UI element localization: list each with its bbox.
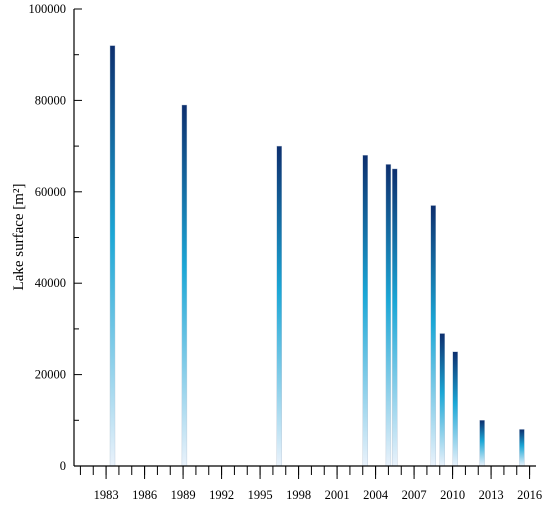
axes-group: 0 20000 40000 60000 80000 100000 1983 1986 1989 1…	[29, 2, 543, 502]
y-axis-title: Lake surface [m²]	[11, 184, 27, 291]
x-tick-label-4: 1995	[248, 488, 273, 502]
y-tick-label-5: 100000	[29, 2, 67, 16]
x-tick-label-9: 2010	[440, 488, 465, 502]
x-tick-label-2: 1989	[171, 488, 196, 502]
bar-10	[519, 429, 525, 467]
x-tick-label-3: 1992	[209, 488, 234, 502]
bar-1	[181, 104, 188, 467]
x-tick-label-0: 1983	[94, 488, 119, 502]
x-tick-label-7: 2004	[363, 488, 389, 502]
x-tick-label-1: 1986	[132, 488, 157, 502]
x-tick-label-11: 2016	[517, 488, 542, 502]
y-tick-label-3: 60000	[35, 185, 66, 199]
x-tick-label-6: 2001	[325, 488, 350, 502]
y-tick-label-4: 80000	[35, 93, 66, 107]
y-tick-label-0: 0	[60, 459, 66, 473]
bar-5	[392, 168, 398, 467]
bar-4	[385, 164, 392, 467]
y-tick-label-1: 20000	[35, 368, 66, 382]
bar-7	[439, 333, 445, 467]
bar-9	[479, 420, 485, 467]
y-tick-label-2: 40000	[35, 276, 66, 290]
bar-3	[362, 154, 368, 467]
x-tick-label-10: 2013	[479, 488, 504, 502]
bar-0	[109, 45, 116, 467]
x-tick-label-5: 1998	[286, 488, 311, 502]
bar-2	[276, 145, 282, 467]
bar-8	[452, 351, 458, 467]
bars-group	[109, 45, 525, 467]
x-tick-label-8: 2007	[402, 488, 427, 502]
bar-6	[430, 205, 436, 467]
